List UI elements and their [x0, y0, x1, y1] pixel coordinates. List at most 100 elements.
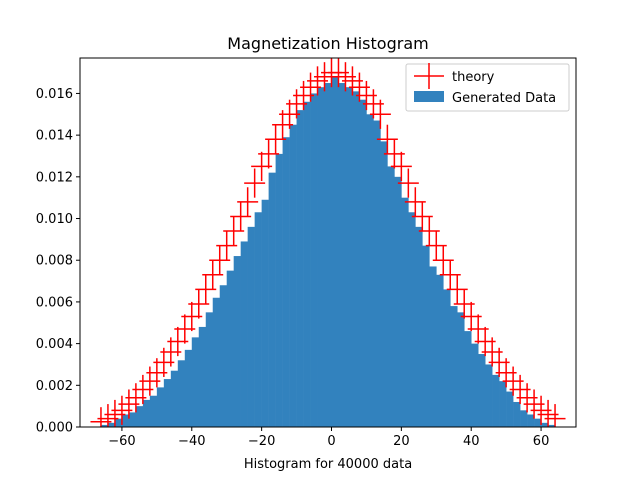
- x-tick-label: 60: [533, 434, 550, 449]
- histogram-bar: [520, 410, 528, 427]
- histogram-bar: [170, 370, 179, 427]
- x-tick-label: 40: [463, 434, 480, 449]
- histogram-bar: [275, 153, 283, 427]
- chart-title: Magnetization Histogram: [227, 34, 428, 53]
- theory-point: [369, 99, 391, 129]
- histogram-bar: [380, 141, 388, 427]
- x-axis-label: Histogram for 40000 data: [244, 457, 412, 472]
- x-tick-label: −60: [108, 434, 135, 449]
- histogram-bar: [541, 422, 549, 427]
- histogram-bar: [177, 360, 186, 427]
- histogram-bar: [310, 93, 318, 427]
- plot-area: [79, 57, 577, 428]
- x-axis: −60 −40 −20 0 20 40 60: [108, 427, 549, 449]
- histogram-bar: [268, 172, 276, 427]
- histogram-bar: [415, 226, 423, 427]
- legend-generated-swatch: [414, 91, 444, 102]
- histogram-bar: [492, 374, 500, 427]
- y-tick-label: 0.010: [36, 212, 73, 227]
- histogram-bar: [534, 418, 542, 427]
- histogram-bar: [471, 343, 479, 427]
- histogram-bar: [156, 387, 165, 427]
- histogram-bar: [289, 124, 297, 428]
- histogram-bar: [100, 424, 109, 427]
- histogram-bar: [149, 395, 158, 427]
- histogram-bar: [478, 354, 486, 427]
- y-tick-label: 0.000: [36, 421, 73, 436]
- histogram-bar: [485, 364, 493, 427]
- histogram-bar: [121, 414, 130, 427]
- histogram-bar: [387, 166, 395, 427]
- y-tick-label: 0.012: [36, 170, 73, 185]
- legend-theory-label: theory: [452, 70, 495, 85]
- histogram-bar: [464, 331, 472, 427]
- histogram-bar: [226, 270, 234, 427]
- histogram-bar: [436, 274, 444, 427]
- histogram-bar: [513, 401, 521, 427]
- histogram-bar: [198, 326, 207, 427]
- legend-entry-generated-data: Generated Data: [414, 91, 556, 106]
- y-tick-label: 0.004: [36, 337, 73, 352]
- theory-errorbars: [90, 58, 566, 427]
- y-tick-label: 0.016: [36, 87, 73, 102]
- histogram-bar: [429, 266, 437, 427]
- histogram-bar: [408, 212, 416, 427]
- y-tick-label: 0.006: [36, 295, 73, 310]
- histogram-bar: [128, 412, 137, 427]
- histogram-bar: [114, 418, 123, 427]
- histogram-bar: [247, 226, 255, 427]
- histogram-bars: [100, 76, 556, 428]
- histogram-bar: [457, 312, 465, 427]
- y-tick-label: 0.008: [36, 254, 73, 269]
- histogram-bar: [191, 337, 200, 427]
- histogram-bar: [394, 176, 402, 427]
- histogram-bar: [184, 349, 193, 427]
- histogram-bar: [366, 114, 374, 427]
- histogram-bar: [317, 87, 325, 427]
- histogram-bar: [506, 391, 514, 427]
- histogram-bar: [233, 256, 241, 427]
- legend-box: [405, 63, 570, 112]
- histogram-bar: [352, 91, 360, 428]
- histogram-bar: [163, 379, 172, 427]
- histogram-bar: [135, 406, 144, 427]
- histogram-bar: [261, 199, 269, 427]
- histogram-bar: [303, 101, 311, 427]
- histogram-bar: [142, 399, 151, 427]
- theory-point: [237, 187, 259, 217]
- histogram-bar: [212, 297, 221, 427]
- histogram-bar: [240, 241, 248, 427]
- histogram-bar: [338, 83, 346, 428]
- y-tick-label: 0.014: [36, 129, 73, 144]
- histogram-bar: [254, 212, 262, 427]
- histogram-bar: [422, 245, 430, 427]
- histogram-bar: [205, 312, 214, 427]
- histogram-bar: [548, 424, 556, 427]
- histogram-bar: [324, 83, 332, 428]
- histogram-bar: [450, 306, 458, 427]
- histogram-bar: [499, 381, 507, 427]
- histogram-bar: [527, 414, 535, 427]
- theory-point: [544, 404, 566, 427]
- histogram-bar: [107, 422, 116, 427]
- histogram-bar: [359, 99, 367, 427]
- legend-entry-theory: theory: [414, 63, 495, 89]
- plot-frame: [79, 57, 577, 428]
- theory-point: [244, 168, 266, 198]
- histogram-bar: [401, 197, 409, 427]
- y-tick-label: 0.002: [36, 379, 73, 394]
- histogram-bar: [296, 110, 304, 428]
- x-tick-label: 20: [393, 434, 410, 449]
- histogram-bar: [373, 120, 381, 427]
- theory-point: [397, 168, 419, 198]
- theory-point: [390, 151, 412, 181]
- x-tick-label: −40: [178, 434, 205, 449]
- legend-generated-label: Generated Data: [452, 91, 556, 106]
- x-tick-label: −20: [248, 434, 275, 449]
- histogram-bar: [282, 137, 290, 427]
- y-axis: 0.000 0.002 0.004 0.006 0.008 0.010 0.012 0.014…: [36, 87, 80, 436]
- histogram-bar: [443, 289, 451, 427]
- legend: theory Generated Data: [405, 63, 570, 112]
- histogram-bar: [345, 87, 353, 427]
